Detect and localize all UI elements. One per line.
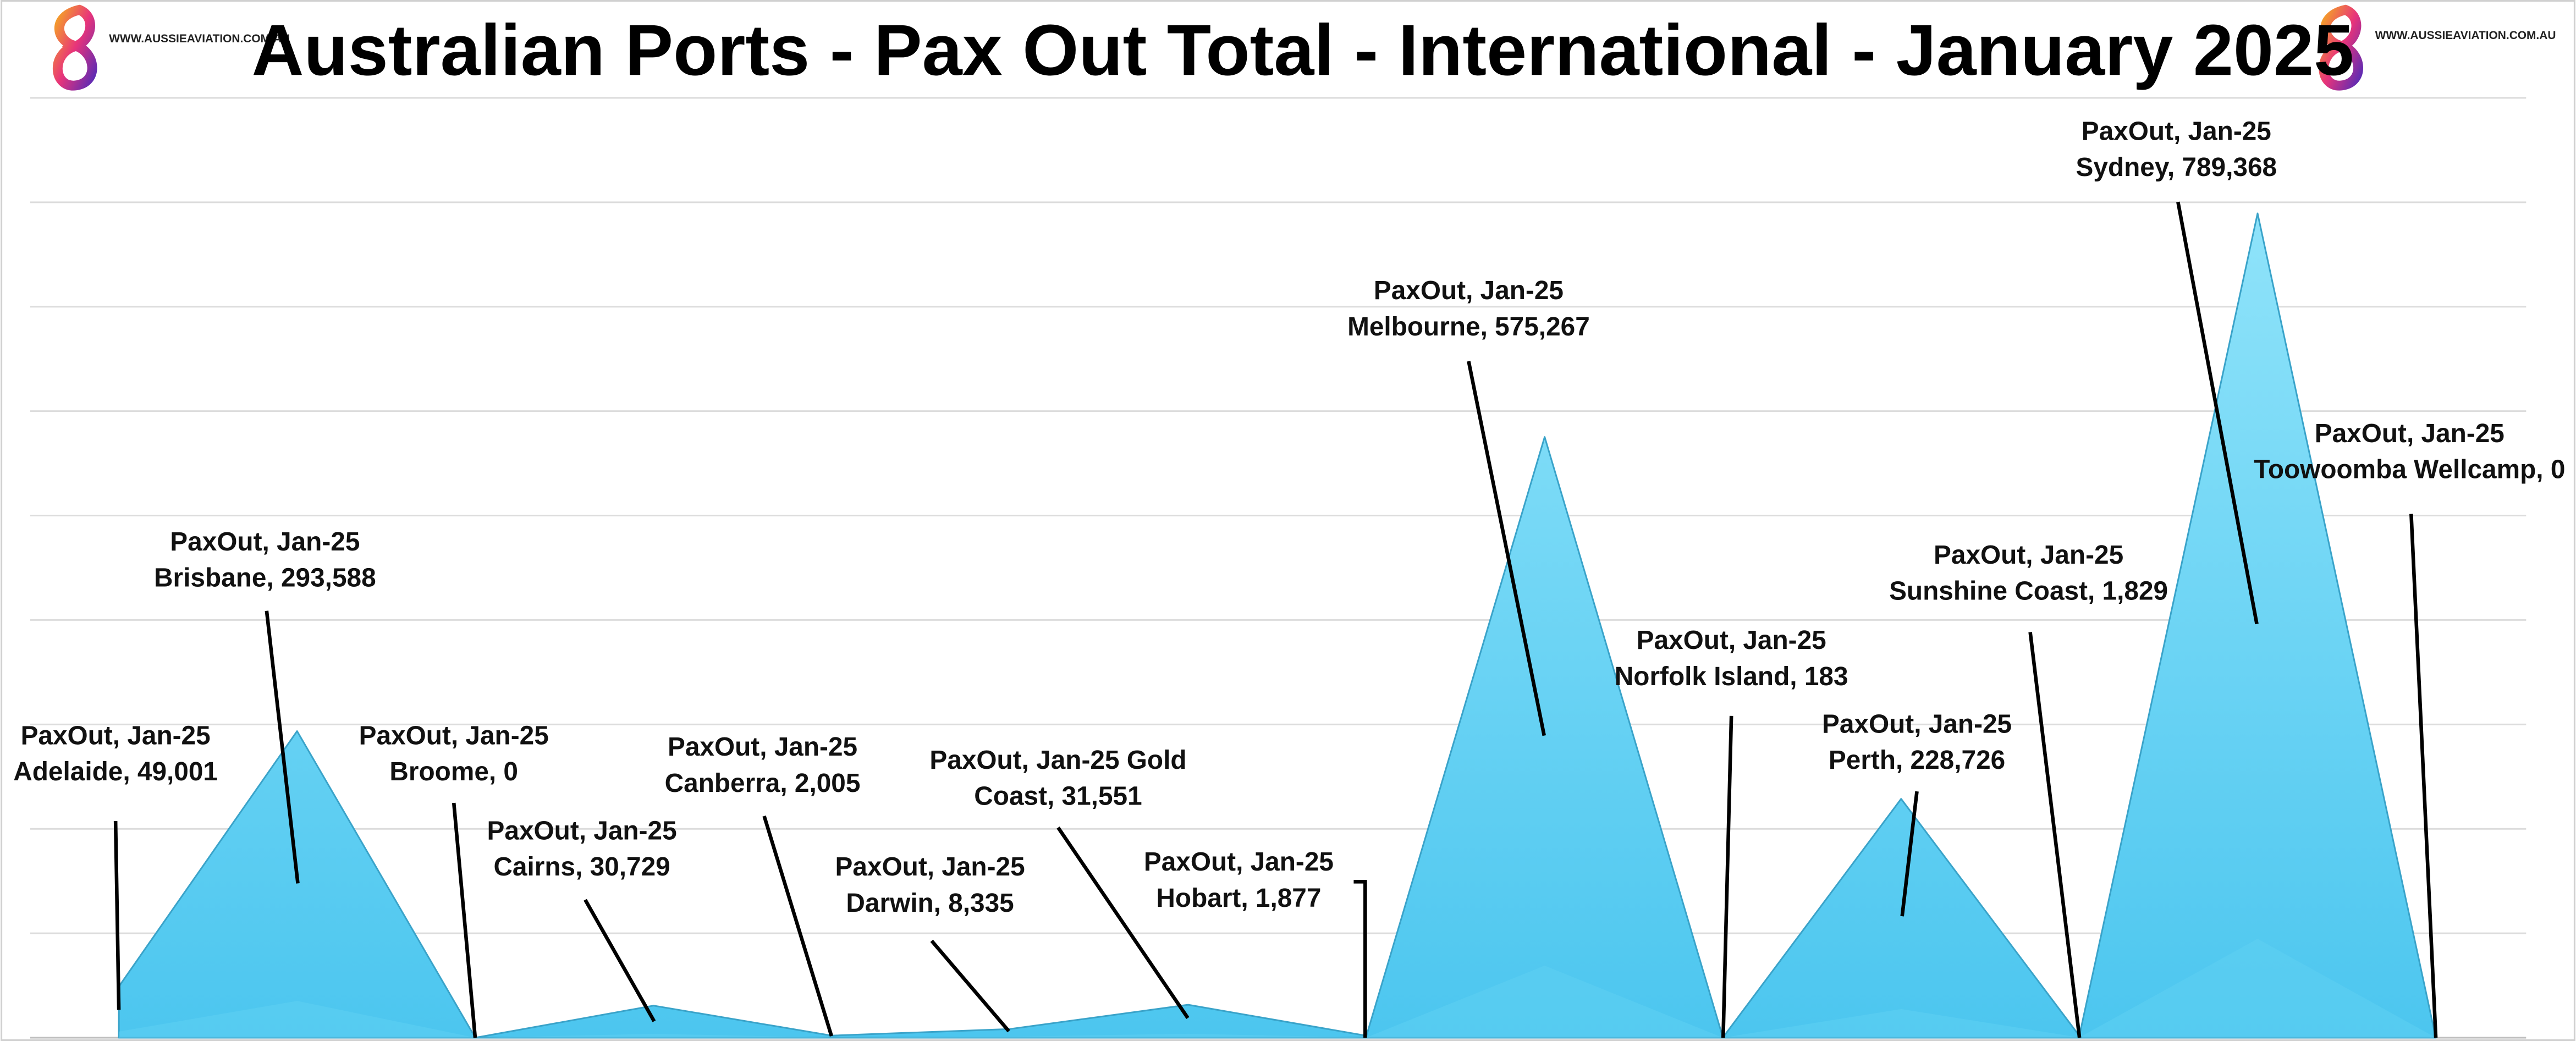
logo-left: WWW.AUSSIEAVIATION.COM.AU (52, 4, 290, 91)
data-label: Hobart, 1,877 (1156, 884, 1321, 913)
data-label: PaxOut, Jan-25 (668, 732, 857, 762)
leader-line (584, 899, 656, 1022)
data-label: PaxOut, Jan-25 (1934, 541, 2123, 570)
data-label: PaxOut, Jan-25 (1144, 847, 1334, 877)
leader-line (1353, 880, 1367, 1038)
data-label: PaxOut, Jan-25 (1822, 709, 2012, 739)
data-label: Broome, 0 (389, 757, 518, 786)
leader-line (1721, 715, 1733, 1038)
leader-line (452, 802, 477, 1038)
data-label: PaxOut, Jan-25 (1374, 276, 1564, 305)
data-label: Melbourne, 575,267 (1347, 312, 1590, 342)
data-label: Toowoomba Wellcamp, 0 (2254, 455, 2565, 484)
plot (118, 212, 2437, 1039)
leader-line (2028, 632, 2082, 1038)
leader-line (930, 939, 1010, 1033)
data-label: PaxOut, Jan-25 (1637, 626, 1826, 655)
leader-line (113, 820, 121, 1010)
leader-line (1467, 361, 1546, 736)
data-label: Cairns, 30,729 (493, 852, 670, 882)
data-label: PaxOut, Jan-25 (170, 527, 360, 557)
data-label: Sydney, 789,368 (2076, 153, 2277, 182)
data-label: PaxOut, Jan-25 (487, 816, 677, 845)
data-label: PaxOut, Jan-25 (359, 721, 549, 750)
data-label: Darwin, 8,335 (846, 889, 1014, 918)
data-label: Sunshine Coast, 1,829 (1889, 577, 2168, 606)
area-sheen (119, 939, 2436, 1038)
data-label: Brisbane, 293,588 (154, 564, 376, 593)
data-label: Canberra, 2,005 (665, 769, 861, 798)
logo-text: WWW.AUSSIEAVIATION.COM.AU (2375, 29, 2556, 42)
data-labels: PaxOut, Jan-25 Adelaide, 49,001 PaxOut, Ja… (13, 117, 2565, 1038)
chart-title: Australian Ports - Pax Out Total - Inter… (252, 9, 2354, 90)
data-label: PaxOut, Jan-25 (21, 721, 211, 750)
data-label: Perth, 228,726 (1829, 746, 2005, 775)
leader-line (2176, 201, 2259, 625)
logo-text: WWW.AUSSIEAVIATION.COM.AU (109, 32, 290, 45)
leader-line (1900, 791, 1919, 917)
area (118, 212, 2437, 1039)
data-label: PaxOut, Jan-25 (2315, 419, 2505, 448)
data-label: Adelaide, 49,001 (13, 757, 218, 786)
data-label: Coast, 31,551 (974, 782, 1142, 811)
logo-right: WWW.AUSSIEAVIATION.COM.AU (2319, 4, 2556, 91)
data-label: Norfolk Island, 183 (1615, 662, 1848, 691)
leader-line (762, 815, 834, 1037)
leader-line (265, 610, 300, 884)
data-label: PaxOut, Jan-25 (2082, 117, 2271, 146)
leader-line (1056, 826, 1190, 1020)
leader-line (2409, 514, 2438, 1038)
data-label: PaxOut, Jan-25 Gold (929, 746, 1186, 775)
data-label: PaxOut, Jan-25 (835, 852, 1025, 882)
